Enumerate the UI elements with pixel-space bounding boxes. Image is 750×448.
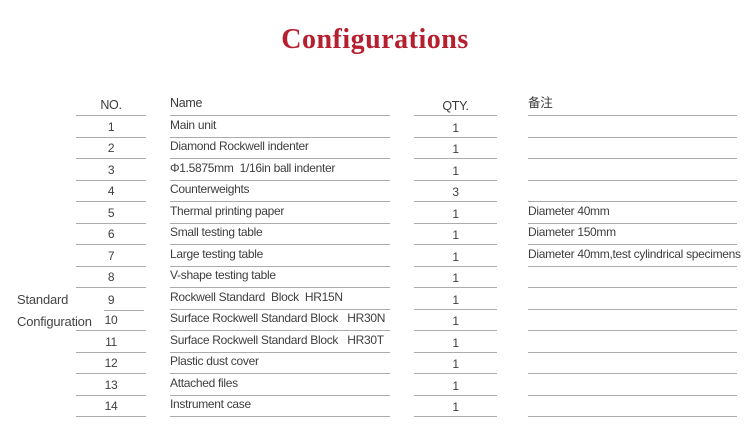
no-cell: 8 bbox=[76, 267, 146, 288]
name-cell: Large testing table bbox=[170, 245, 390, 267]
remark-cell bbox=[528, 374, 737, 396]
no-cell: 5 bbox=[76, 202, 146, 224]
qty-cell: 3 bbox=[414, 181, 497, 202]
page-title: Configurations bbox=[281, 24, 469, 55]
qty-cell: 1 bbox=[414, 138, 497, 159]
no-cell: 4 bbox=[76, 181, 146, 202]
remark-cell: Diameter 40mm,test cylindrical specimens bbox=[528, 245, 741, 267]
no-cell: 9 bbox=[76, 288, 146, 310]
table-row: 5 Thermal printing paper 1 Diameter 40mm bbox=[0, 202, 750, 224]
no-cell: 3 bbox=[76, 159, 146, 181]
table-body: 1 Main unit 1 2 Diamond Rockwell indenter 1 3 Φ… bbox=[0, 116, 750, 417]
qty-cell: 1 bbox=[414, 267, 497, 288]
no-cell: 1 bbox=[76, 116, 146, 138]
name-cell: Surface Rockwell Standard Block HR30T bbox=[170, 331, 390, 353]
qty-cell: 1 bbox=[414, 288, 497, 310]
remark-cell bbox=[528, 331, 737, 353]
no-cell: 6 bbox=[76, 224, 146, 245]
table-row: 13 Attached files 1 bbox=[0, 374, 750, 396]
column-header-qty: QTY. bbox=[414, 95, 497, 116]
no-cell: 13 bbox=[76, 374, 146, 396]
table-row: 8 V-shape testing table 1 bbox=[0, 267, 750, 288]
qty-cell: 1 bbox=[414, 396, 497, 417]
remark-cell bbox=[528, 181, 737, 202]
table-row: 2 Diamond Rockwell indenter 1 bbox=[0, 138, 750, 159]
remark-cell bbox=[528, 288, 737, 310]
name-cell: Surface Rockwell Standard Block HR30N bbox=[170, 310, 390, 331]
qty-cell: 1 bbox=[414, 224, 497, 245]
name-cell: Diamond Rockwell indenter bbox=[170, 138, 390, 159]
column-header-remark: 备注 bbox=[528, 95, 737, 116]
side-label-standard-configuration: Standard Configuration bbox=[17, 289, 92, 332]
remark-cell bbox=[528, 267, 737, 288]
name-cell: Φ1.5875mm 1/16in ball indenter bbox=[170, 159, 390, 181]
table-row: 11 Surface Rockwell Standard Block HR30T 1 bbox=[0, 331, 750, 353]
name-cell: Instrument case bbox=[170, 396, 390, 417]
no-cell: 7 bbox=[76, 245, 146, 267]
no-cell: 14 bbox=[76, 396, 146, 417]
qty-cell: 1 bbox=[414, 202, 497, 224]
side-label-line-1: Standard bbox=[17, 292, 69, 308]
remark-cell: Diameter 40mm bbox=[528, 202, 737, 224]
column-header-no: NO. bbox=[76, 95, 146, 116]
no-cell: 2 bbox=[76, 138, 146, 159]
table-row: 6 Small testing table 1 Diameter 150mm bbox=[0, 224, 750, 245]
table-row: 1 Main unit 1 bbox=[0, 116, 750, 138]
no-cell: 12 bbox=[76, 353, 146, 374]
remark-cell bbox=[528, 396, 737, 417]
table-header-row: NO. Name QTY. 备注 bbox=[0, 95, 750, 116]
table-row: 4 Counterweights 3 bbox=[0, 181, 750, 202]
remark-cell bbox=[528, 353, 737, 374]
side-label-line-2: Configuration bbox=[17, 313, 92, 329]
remark-cell: Diameter 150mm bbox=[528, 224, 737, 245]
table-row: 9 Rockwell Standard Block HR15N 1 bbox=[0, 288, 750, 310]
remark-cell bbox=[528, 159, 737, 181]
table-row: 12 Plastic dust cover 1 bbox=[0, 353, 750, 374]
qty-cell: 1 bbox=[414, 245, 497, 267]
configurations-table: NO. Name QTY. 备注 1 Main unit 1 2 Diamond Roc… bbox=[0, 95, 750, 417]
table-row: 14 Instrument case 1 bbox=[0, 396, 750, 417]
qty-cell: 1 bbox=[414, 310, 497, 331]
qty-cell: 1 bbox=[414, 331, 497, 353]
name-cell: Attached files bbox=[170, 374, 390, 396]
qty-cell: 1 bbox=[414, 159, 497, 181]
name-cell: V-shape testing table bbox=[170, 267, 390, 288]
table-row: 10 Surface Rockwell Standard Block HR30N 1 bbox=[0, 310, 750, 331]
no-cell: 10 bbox=[76, 310, 146, 331]
remark-cell bbox=[528, 310, 737, 331]
name-cell: Counterweights bbox=[170, 181, 390, 202]
table-row: 7 Large testing table 1 Diameter 40mm,test … bbox=[0, 245, 750, 267]
name-cell: Thermal printing paper bbox=[170, 202, 390, 224]
name-cell: Plastic dust cover bbox=[170, 353, 390, 374]
no-cell: 11 bbox=[76, 331, 146, 353]
qty-cell: 1 bbox=[414, 374, 497, 396]
name-cell: Main unit bbox=[170, 116, 390, 138]
remark-cell bbox=[528, 116, 737, 138]
qty-cell: 1 bbox=[414, 116, 497, 138]
table-row: 3 Φ1.5875mm 1/16in ball indenter 1 bbox=[0, 159, 750, 181]
qty-cell: 1 bbox=[414, 353, 497, 374]
name-cell: Rockwell Standard Block HR15N bbox=[170, 288, 390, 310]
remark-cell bbox=[528, 138, 737, 159]
name-cell: Small testing table bbox=[170, 224, 390, 245]
column-header-name: Name bbox=[170, 95, 390, 116]
